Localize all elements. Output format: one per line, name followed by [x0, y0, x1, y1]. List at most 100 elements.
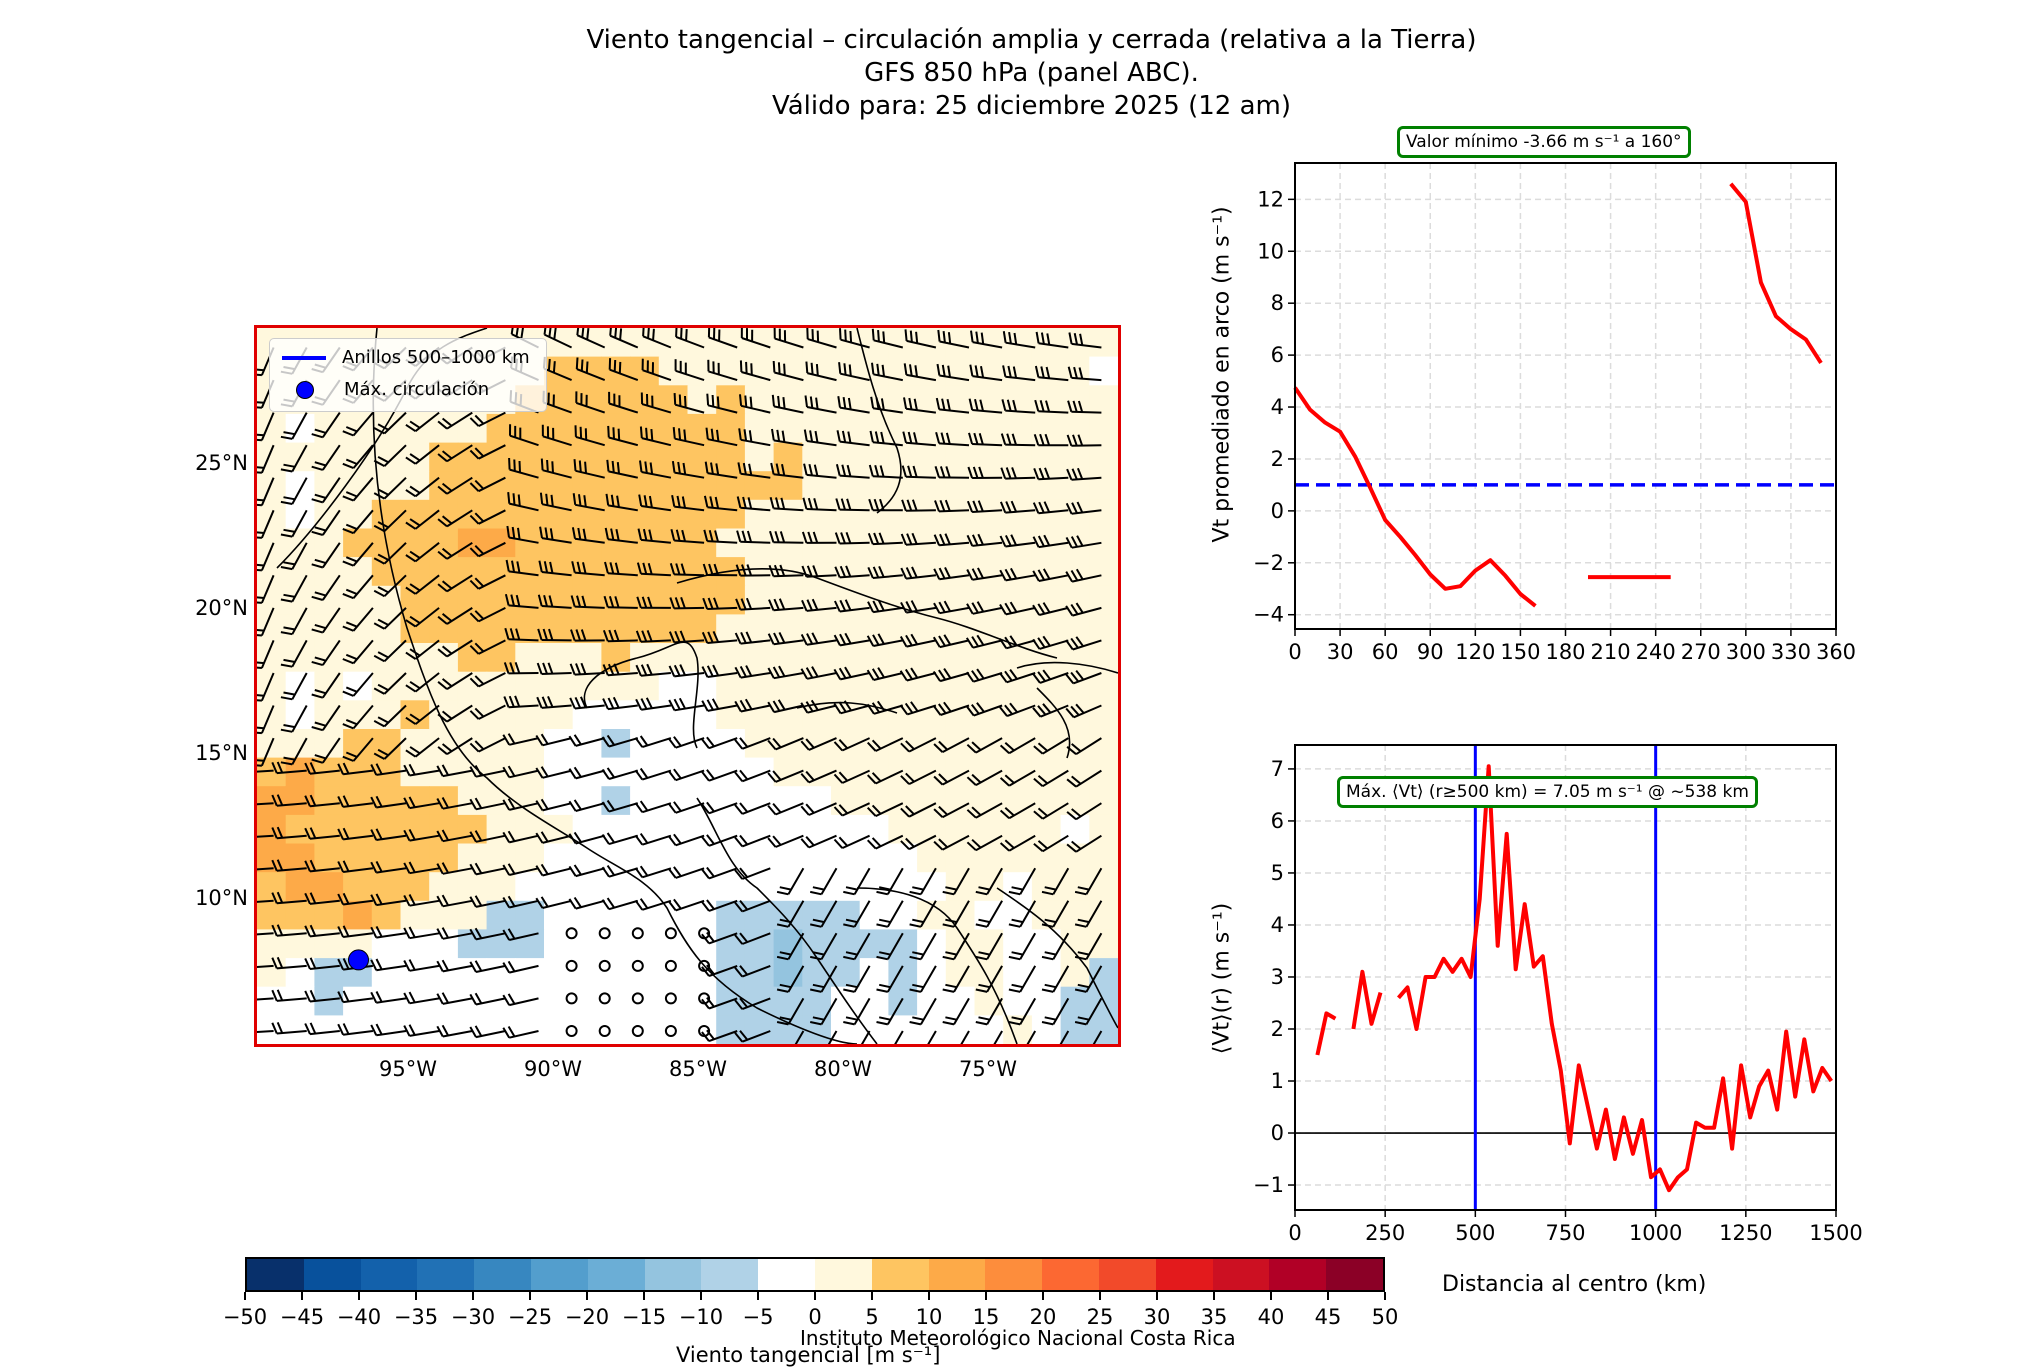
colorbar-cell [304, 1259, 361, 1290]
shading-cell [1089, 643, 1118, 672]
shading-cell [401, 729, 430, 758]
shading-cell [544, 500, 573, 529]
shading-cell [1089, 328, 1118, 357]
x-tick-label: 250 [1365, 1221, 1405, 1245]
shading-cell [716, 901, 745, 930]
lon-label: 90°W [513, 1057, 593, 1081]
shading-cell [917, 471, 946, 500]
shading-cell [573, 557, 602, 586]
shading-cell [1089, 500, 1118, 529]
series-line [1353, 972, 1380, 1029]
shading-cell [975, 471, 1004, 500]
max-circulation-marker-icon [296, 381, 314, 399]
shading-cell [601, 929, 630, 958]
colorbar-tick-label: −50 [215, 1305, 275, 1329]
colorbar-tick-label: −35 [386, 1305, 446, 1329]
shading-cell [573, 443, 602, 472]
shading-cell [975, 643, 1004, 672]
shading-cell [630, 929, 659, 958]
y-tick-label: 2 [1271, 447, 1284, 471]
y-tick-label: 5 [1271, 861, 1284, 885]
x-tick-label: 270 [1681, 640, 1721, 664]
shading-cell [401, 1015, 430, 1044]
shading-cell [888, 357, 917, 386]
x-tick-label: 90 [1417, 640, 1444, 664]
shading-cell [544, 901, 573, 930]
y-tick-label: 6 [1271, 809, 1284, 833]
shading-cell [257, 958, 286, 987]
shading-cell [1061, 672, 1090, 701]
shading-cell [372, 1015, 401, 1044]
shading-cell [286, 786, 315, 815]
shading-cell [257, 815, 286, 844]
shading-cell [860, 958, 889, 987]
shading-cell [630, 500, 659, 529]
y-tick-label: −1 [1253, 1173, 1284, 1197]
shading-cell [659, 328, 688, 357]
shading-cell [257, 872, 286, 901]
colorbar-cell [1213, 1259, 1270, 1290]
shading-cell [975, 815, 1004, 844]
shading-cell [802, 872, 831, 901]
colorbar-cell [701, 1259, 758, 1290]
colorbar-tick [301, 1292, 303, 1300]
shading-cell [946, 443, 975, 472]
shading-cell [659, 357, 688, 386]
shading-cell [601, 987, 630, 1016]
colorbar-cell [474, 1259, 531, 1290]
shading-cell [716, 614, 745, 643]
colorbar-tick [1213, 1292, 1215, 1300]
shading-cell [774, 815, 803, 844]
shading-cell [630, 1015, 659, 1044]
x-tick-label: 30 [1327, 640, 1354, 664]
colorbar-cell [1042, 1259, 1099, 1290]
x-tick-label: 180 [1545, 640, 1585, 664]
x-tick-label: 0 [1288, 1221, 1301, 1245]
shading-cell [745, 357, 774, 386]
shading-cell [601, 758, 630, 787]
shading-cell [1089, 414, 1118, 443]
shading-cell [487, 700, 516, 729]
shading-cell [975, 357, 1004, 386]
colorbar-tick [985, 1292, 987, 1300]
x-tick-label: 1250 [1719, 1221, 1772, 1245]
colorbar-cell [985, 1259, 1042, 1290]
shading-cell [544, 328, 573, 357]
shading-cell [802, 500, 831, 529]
shading-cell [544, 786, 573, 815]
shading-cell [573, 529, 602, 558]
map-canvas [257, 328, 1118, 1044]
shading-cell [1089, 844, 1118, 873]
shading-cell [1032, 557, 1061, 586]
shading-cell [1089, 872, 1118, 901]
shading-cell [1032, 729, 1061, 758]
colorbar-cell [1099, 1259, 1156, 1290]
colorbar-tick [1384, 1292, 1386, 1300]
shading-cell [946, 872, 975, 901]
shading-cell [831, 443, 860, 472]
shading-cell [601, 385, 630, 414]
shading-cell [1003, 357, 1032, 386]
lon-label: 80°W [803, 1057, 883, 1081]
colorbar-tick-label: −40 [329, 1305, 389, 1329]
shading-cell [831, 414, 860, 443]
shading-cell [515, 729, 544, 758]
shading-cell [659, 987, 688, 1016]
shading-cell [573, 586, 602, 615]
shading-cell [659, 901, 688, 930]
colorbar-tick [1156, 1292, 1158, 1300]
max-value-annotation: Máx. ⟨Vt⟩ (r≥500 km) = 7.05 m s⁻¹ @ ~538… [1337, 776, 1758, 808]
y-tick-label: −4 [1253, 603, 1284, 627]
shading-cell [257, 786, 286, 815]
legend-item-max: Máx. circulación [282, 379, 489, 400]
shading-cell [1003, 844, 1032, 873]
y-tick-label: −2 [1253, 551, 1284, 575]
shading-cell [860, 643, 889, 672]
shading-cell [831, 500, 860, 529]
shading-cell [716, 815, 745, 844]
colorbar-tick [757, 1292, 759, 1300]
x-tick-label: 150 [1500, 640, 1540, 664]
shading-cell [458, 958, 487, 987]
x-tick-label: 360 [1816, 640, 1856, 664]
shading-cell [601, 672, 630, 701]
